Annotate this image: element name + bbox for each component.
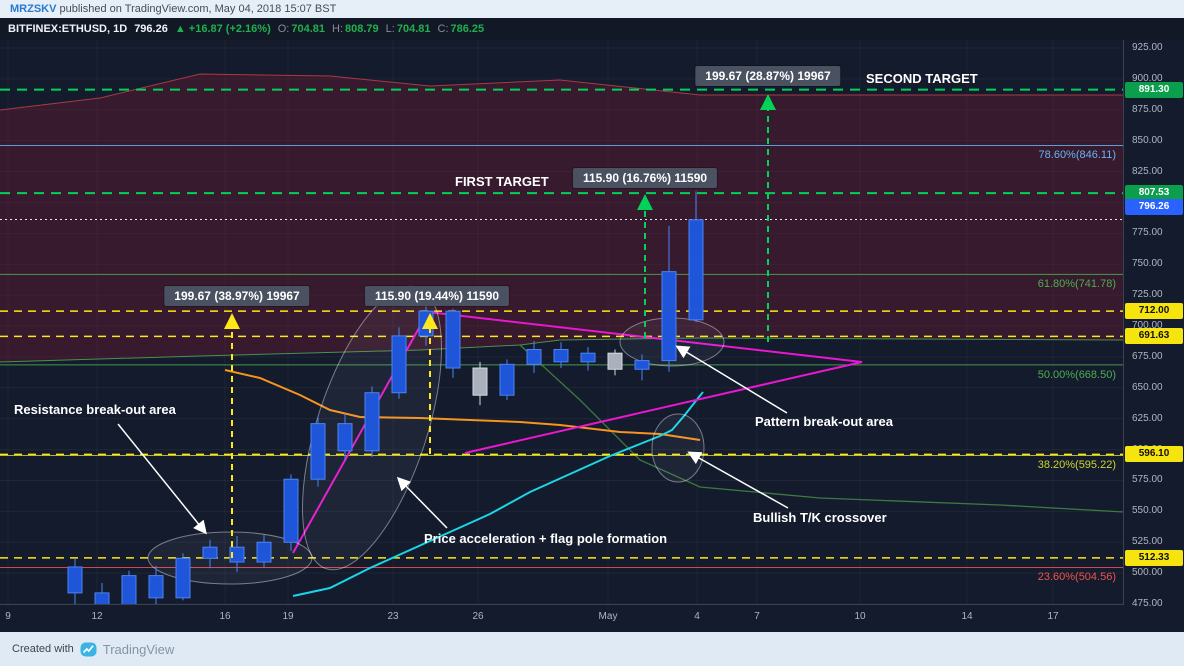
high-label: H:: [332, 23, 344, 35]
price-change: ▲ +16.87 (+2.16%): [174, 23, 271, 35]
time-label[interactable]: 10: [854, 611, 866, 622]
candle-body[interactable]: [553, 348, 569, 363]
price-tick: 700.00: [1132, 320, 1163, 331]
current-price-badge[interactable]: 796.26: [1125, 199, 1183, 216]
close-value: 786.25: [450, 23, 485, 35]
candle-body[interactable]: [121, 575, 137, 605]
symbol-name[interactable]: BITFINEX:ETHUSD, 1D: [8, 23, 128, 35]
candle-body[interactable]: [472, 367, 488, 396]
tenkan-sen-line: [292, 391, 704, 597]
candle-body[interactable]: [607, 352, 623, 370]
candle-body[interactable]: [148, 575, 164, 599]
close-label: C:: [437, 23, 449, 35]
price-level-badge[interactable]: 691.63: [1125, 328, 1183, 345]
username[interactable]: MRZSKV: [10, 3, 57, 15]
candle-body[interactable]: [67, 566, 83, 594]
price-level-badge[interactable]: 807.53: [1125, 185, 1183, 202]
candle-body[interactable]: [337, 423, 353, 452]
time-label[interactable]: 14: [961, 611, 973, 622]
price-tick: 550.00: [1132, 505, 1163, 517]
published-text: published on TradingView.com, May 04, 20…: [56, 3, 337, 15]
time-axis[interactable]: 9 12 16 19 23 26 May 4 7 10 14 17: [0, 604, 1124, 632]
candle-body[interactable]: [202, 546, 218, 559]
candle-body[interactable]: [661, 271, 677, 362]
price-tick: 475.00: [1132, 598, 1163, 610]
annotation-arrow: [396, 476, 448, 529]
candle-body[interactable]: [499, 363, 515, 396]
price-tick: 775.00: [1132, 227, 1163, 239]
price-tick: 525.00: [1132, 536, 1163, 548]
candle-body[interactable]: [94, 592, 110, 605]
annotation-arrow: [675, 345, 788, 414]
open-value: 704.81: [291, 23, 326, 35]
price-tick: 500.00: [1132, 567, 1163, 579]
time-label[interactable]: 12: [91, 611, 103, 622]
price-tick: 825.00: [1132, 165, 1163, 177]
time-label[interactable]: 26: [472, 611, 484, 622]
price-chart-canvas[interactable]: [0, 40, 1124, 605]
kijun-sen-line: [224, 369, 701, 441]
price-level-badge[interactable]: 891.30: [1125, 81, 1183, 98]
candle-body[interactable]: [229, 546, 245, 563]
price-tick: 675.00: [1132, 350, 1163, 362]
tradingview-brand-text[interactable]: TradingView: [102, 641, 175, 657]
price-level-badge[interactable]: 596.10: [1125, 446, 1183, 463]
low-label: L:: [385, 23, 395, 35]
time-label[interactable]: 16: [219, 611, 231, 622]
time-label[interactable]: 17: [1047, 611, 1059, 622]
time-label[interactable]: 4: [694, 611, 700, 622]
tradingview-logo-icon[interactable]: [80, 641, 97, 658]
descending-span-line: [519, 344, 1124, 513]
price-scale[interactable]: 925.00900.00875.00850.00825.00800.00775.…: [1123, 40, 1184, 609]
price-tick: 850.00: [1132, 134, 1163, 146]
candle-body[interactable]: [283, 478, 299, 543]
candle-body[interactable]: [688, 219, 704, 321]
senkou-span-a-line: [0, 73, 1124, 111]
candle-body[interactable]: [256, 541, 272, 563]
price-tick: 875.00: [1132, 103, 1163, 115]
candle-body[interactable]: [364, 392, 380, 452]
candle-body[interactable]: [580, 352, 596, 363]
highlight-ellipse[interactable]: [651, 413, 705, 483]
open-label: O:: [277, 23, 290, 35]
annotation-arrow: [687, 451, 789, 509]
published-banner: MRZSKV published on TradingView.com, May…: [0, 0, 1184, 18]
price-tick: 650.00: [1132, 381, 1163, 393]
candle-body[interactable]: [310, 423, 326, 480]
price-tick: 750.00: [1132, 258, 1163, 270]
pennant-lower-line[interactable]: [464, 361, 863, 454]
candle-body[interactable]: [175, 557, 191, 599]
high-value: 808.79: [345, 23, 379, 35]
candle-body[interactable]: [634, 360, 650, 370]
candle-body[interactable]: [526, 348, 542, 365]
candle-body[interactable]: [445, 310, 461, 369]
attribution-footer: Created with TradingView: [0, 632, 1184, 666]
candle-body[interactable]: [391, 335, 407, 394]
price-level-badge[interactable]: 712.00: [1125, 303, 1183, 320]
ichimoku-cloud: [0, 74, 1124, 362]
annotation-arrow: [117, 423, 207, 535]
time-label[interactable]: 19: [282, 611, 294, 622]
low-value: 704.81: [396, 23, 431, 35]
price-tick: 900.00: [1132, 72, 1163, 84]
candlestick-series: [67, 191, 704, 605]
time-label[interactable]: 7: [754, 611, 760, 622]
price-tick: 725.00: [1132, 289, 1163, 301]
price-tick: 625.00: [1132, 412, 1163, 424]
price-tick: 925.00: [1132, 42, 1163, 53]
time-label[interactable]: 9: [5, 611, 11, 622]
last-price: 796.26: [134, 23, 168, 35]
price-tick: 575.00: [1132, 474, 1163, 486]
time-label[interactable]: 23: [387, 611, 399, 622]
symbol-info-bar: BITFINEX:ETHUSD, 1D 796.26 ▲ +16.87 (+2.…: [0, 18, 1184, 40]
price-level-badge[interactable]: 512.33: [1125, 549, 1183, 566]
time-label[interactable]: May: [598, 611, 618, 622]
created-with-text: Created with: [12, 643, 74, 655]
chart-area[interactable]: 78.60%(846.11) 61.80%(741.78) 50.00%(668.5…: [0, 40, 1184, 632]
